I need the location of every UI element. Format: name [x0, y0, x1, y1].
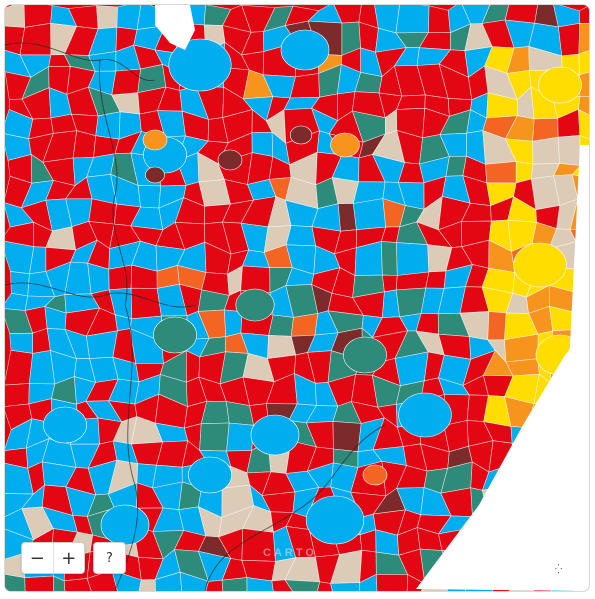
- sea: [416, 145, 589, 591]
- municipality-area: [221, 577, 248, 591]
- municipality-area: [5, 383, 30, 407]
- municipality-area: [428, 5, 451, 34]
- district-area: [188, 456, 232, 494]
- municipality-area: [72, 130, 97, 159]
- municipality-area: [5, 292, 29, 311]
- small-islet: ⁛: [555, 564, 563, 574]
- coastline: [416, 145, 589, 591]
- comarca-border: [114, 304, 139, 591]
- unmapped-area: [155, 5, 195, 50]
- municipality-area: [5, 349, 34, 386]
- municipality-area: [226, 422, 255, 452]
- municipality-area: [137, 185, 162, 209]
- district-area: [398, 392, 452, 438]
- zoom-controls: − +: [21, 542, 85, 574]
- municipal-borders: [5, 42, 386, 591]
- municipality-area: [532, 136, 560, 165]
- district-area: [538, 66, 582, 104]
- municipality-area: [24, 575, 54, 591]
- municipality-area: [5, 5, 26, 28]
- municipality-area: [578, 50, 589, 76]
- comarca-border: [98, 59, 128, 306]
- district-area: [513, 242, 567, 288]
- district-area: [362, 464, 388, 486]
- map-container[interactable]: CARTO ⁛ − + ?: [5, 5, 589, 591]
- municipality-area: [330, 582, 361, 591]
- municipality-map[interactable]: [5, 5, 589, 591]
- district-area: [145, 166, 165, 184]
- municipality-area: [382, 274, 398, 293]
- municipality-area: [558, 22, 580, 57]
- municipality-area: [5, 574, 26, 591]
- district-area: [153, 316, 197, 354]
- district-area: [343, 336, 387, 374]
- comarca-border: [5, 282, 196, 308]
- municipality-area: [352, 198, 387, 231]
- district-area: [289, 125, 313, 145]
- municipality-area: [111, 68, 141, 96]
- municipality-area: [395, 5, 430, 34]
- district-area: [280, 29, 330, 71]
- district-area: [100, 504, 150, 546]
- zoom-in-button[interactable]: +: [52, 543, 85, 573]
- district-area: [330, 132, 360, 158]
- municipality-area: [578, 5, 589, 24]
- municipality-area: [285, 225, 317, 247]
- municipality-area: [578, 95, 589, 116]
- municipality-area: [578, 108, 589, 140]
- municipality-area: [199, 422, 230, 452]
- municipality-area: [130, 287, 162, 320]
- district-area: [168, 38, 232, 92]
- municipality-area: [578, 22, 589, 55]
- municipality-area: [63, 578, 92, 591]
- municipality-area: [557, 135, 581, 166]
- municipality-area: [108, 264, 133, 291]
- municipality-area: [271, 579, 293, 591]
- municipality-area: [487, 311, 507, 341]
- municipality-area: [425, 270, 447, 289]
- help-button[interactable]: ?: [93, 542, 126, 574]
- district-area: [43, 406, 87, 444]
- municipality-area: [138, 579, 156, 591]
- municipality-area: [95, 111, 121, 140]
- municipality-area: [332, 421, 362, 453]
- municipality-area: [96, 5, 118, 30]
- map-attribution: CARTO: [263, 547, 317, 559]
- zoom-out-button[interactable]: −: [29, 547, 45, 569]
- municipality-area: [396, 242, 430, 276]
- district-area: [142, 129, 168, 151]
- municipality-area: [284, 579, 321, 591]
- district-area: [217, 149, 243, 171]
- municipality-area: [179, 571, 209, 591]
- municipality-area: [359, 573, 378, 591]
- municipality-area: [317, 581, 333, 591]
- comarca-border: [204, 424, 386, 591]
- municipality-area: [375, 574, 408, 591]
- district-area: [305, 495, 365, 545]
- municipality-area: [380, 241, 398, 276]
- municipality-area: [205, 579, 224, 591]
- municipality-area: [290, 313, 319, 337]
- municipality-area: [485, 161, 517, 184]
- municipality-area: [52, 575, 66, 591]
- municipality-area: [154, 571, 183, 591]
- district-area: [235, 288, 275, 322]
- district-area: [250, 414, 300, 456]
- municipality-area: [268, 314, 294, 337]
- municipality-area: [19, 22, 52, 56]
- municipality-area: [246, 577, 274, 591]
